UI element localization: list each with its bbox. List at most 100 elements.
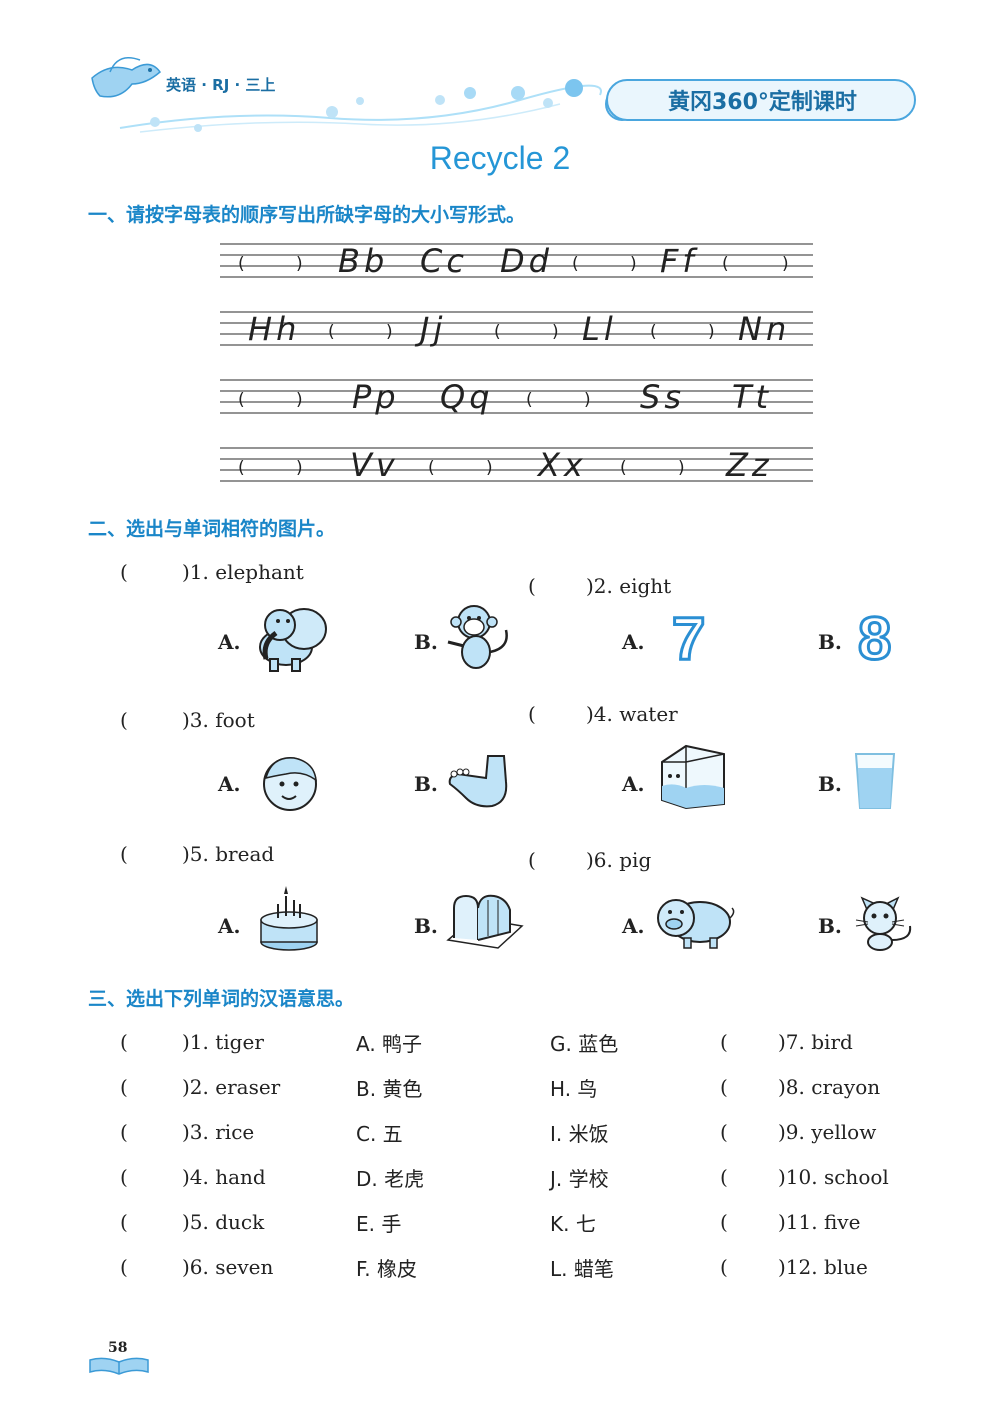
answer-paren: ( — [120, 1075, 128, 1099]
option-a: A. — [622, 630, 645, 654]
handwriting-lines — [220, 243, 813, 482]
word-item: )7. bird — [778, 1030, 853, 1054]
option-item: B. 黄色 — [356, 1077, 423, 1101]
word-item: )5. duck — [182, 1210, 265, 1234]
elephant-icon — [259, 608, 327, 672]
blank-open: ( — [572, 254, 579, 274]
section1-heading: 一、请按字母表的顺序写出所缺字母的大小写形式。 — [88, 204, 526, 226]
letter-pair: Dd — [500, 242, 553, 280]
blank-open: ( — [238, 458, 245, 478]
blank-close: ) — [386, 322, 393, 342]
page-number: 58 — [108, 1340, 128, 1356]
blank-open: ( — [526, 390, 533, 410]
header-subject: 英语 · RJ · 三上 — [166, 76, 276, 94]
word-item: )12. blue — [778, 1255, 868, 1279]
blank-open: ( — [650, 322, 657, 342]
blank-open: ( — [722, 254, 729, 274]
letter-pair: Ll — [582, 310, 617, 348]
blank-open: ( — [494, 322, 501, 342]
word-item: )10. school — [778, 1165, 889, 1189]
blank-close: ) — [296, 390, 303, 410]
blank-close: ) — [678, 458, 685, 478]
option-b: B. — [818, 630, 842, 654]
option-b: B. — [414, 630, 438, 654]
option-item: A. 鸭子 — [356, 1032, 423, 1056]
letter-pair: Jj — [420, 310, 447, 348]
number-eight: 8 — [856, 604, 892, 673]
answer-paren: ( — [120, 1030, 128, 1054]
option-a: A. — [622, 914, 645, 938]
bird-icon — [91, 57, 162, 98]
foot-icon — [448, 755, 508, 808]
answer-paren: ( — [120, 1165, 128, 1189]
option-item: F. 橡皮 — [356, 1257, 418, 1281]
option-a: A. — [218, 630, 241, 654]
blank-close: ) — [552, 322, 559, 342]
option-a: A. — [218, 772, 241, 796]
answer-paren: ( — [720, 1210, 728, 1234]
letter-pair: Ff — [660, 242, 698, 280]
answer-paren: ( — [120, 1120, 128, 1144]
letter-pair: Hh — [248, 310, 301, 348]
section2-heading: 二、选出与单词相符的图片。 — [88, 518, 336, 540]
milk-carton-icon — [661, 744, 725, 810]
letter-pair: Tt — [732, 378, 773, 416]
blank-close: ) — [708, 322, 715, 342]
word-item: )4. hand — [182, 1165, 266, 1189]
blank-open: ( — [328, 322, 335, 342]
option-item: I. 米饭 — [550, 1122, 609, 1146]
bread-loaf-icon — [446, 894, 524, 949]
option-b: B. — [414, 914, 438, 938]
answer-paren: ( — [528, 848, 536, 872]
option-item: L. 蜡笔 — [550, 1257, 614, 1281]
answer-paren: ( — [720, 1120, 728, 1144]
option-item: E. 手 — [356, 1212, 402, 1236]
option-b: B. — [414, 772, 438, 796]
letter-pair: Xx — [538, 446, 587, 484]
blank-close: ) — [296, 254, 303, 274]
question-6: )6. pig — [586, 848, 652, 872]
letter-pair: Cc — [420, 242, 468, 280]
word-item: )11. five — [778, 1210, 861, 1234]
question-3: )3. foot — [182, 708, 255, 732]
option-a: A. — [622, 772, 645, 796]
option-b: B. — [818, 772, 842, 796]
answer-paren: ( — [120, 1255, 128, 1279]
blank-close: ) — [630, 254, 637, 274]
letter-pair: Qq — [440, 378, 494, 416]
question-2: )2. eight — [586, 574, 672, 598]
series-badge-text: 黄冈360°定制课时 — [668, 90, 857, 115]
letter-pair: Zz — [726, 446, 773, 484]
blank-open: ( — [238, 254, 245, 274]
option-a: A. — [218, 914, 241, 938]
answer-paren: ( — [120, 708, 128, 732]
letter-pair: Ss — [640, 378, 685, 416]
answer-paren: ( — [720, 1165, 728, 1189]
word-item: )3. rice — [182, 1120, 255, 1144]
option-item: J. 学校 — [550, 1167, 609, 1191]
answer-paren: ( — [528, 702, 536, 726]
water-glass-icon — [854, 753, 896, 809]
letter-pair: Vv — [350, 446, 399, 484]
blank-close: ) — [782, 254, 789, 274]
page-title: Recycle 2 — [429, 140, 571, 176]
blank-open: ( — [238, 390, 245, 410]
birthday-cake-icon — [260, 886, 318, 951]
question-1: )1. elephant — [182, 560, 304, 584]
answer-paren: ( — [120, 560, 128, 584]
blank-open: ( — [620, 458, 627, 478]
word-item: )6. seven — [182, 1255, 274, 1279]
book-icon — [89, 1357, 149, 1375]
option-item: H. 鸟 — [550, 1077, 598, 1101]
answer-paren: ( — [528, 574, 536, 598]
answer-paren: ( — [120, 842, 128, 866]
monkey-icon — [447, 605, 508, 669]
blank-open: ( — [428, 458, 435, 478]
answer-paren: ( — [720, 1255, 728, 1279]
blank-close: ) — [296, 458, 303, 478]
answer-paren: ( — [720, 1030, 728, 1054]
blank-close: ) — [584, 390, 591, 410]
word-item: )8. crayon — [778, 1075, 881, 1099]
blank-close: ) — [486, 458, 493, 478]
section3-heading: 三、选出下列单词的汉语意思。 — [88, 988, 355, 1010]
